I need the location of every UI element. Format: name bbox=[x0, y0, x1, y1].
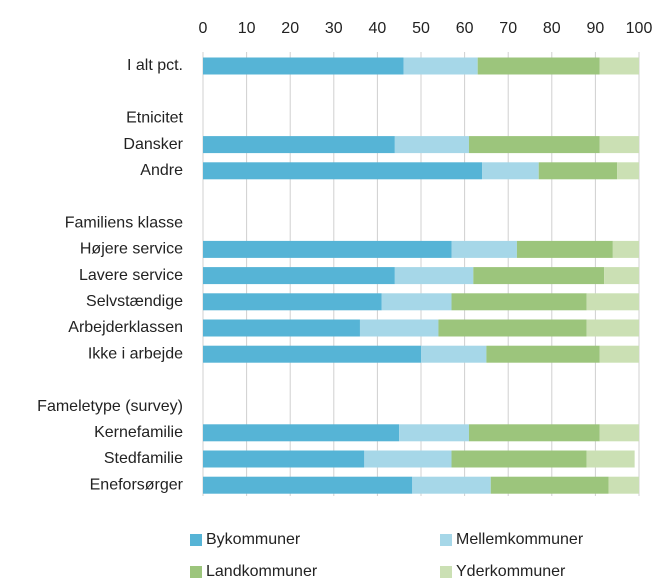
bar-segment bbox=[608, 476, 639, 494]
x-tick-label: 40 bbox=[369, 20, 387, 37]
bar-segment bbox=[203, 240, 452, 258]
y-tick-label: Arbejderklassen bbox=[68, 319, 183, 336]
bar-segment bbox=[399, 424, 469, 442]
y-tick-label: Stedfamilie bbox=[104, 450, 183, 467]
bar-segment bbox=[468, 424, 600, 442]
bar-segment bbox=[403, 57, 478, 75]
y-tick-label: Ikke i arbejde bbox=[88, 345, 183, 362]
y-tick-label: Selvstændige bbox=[86, 293, 183, 310]
bar-segment bbox=[586, 319, 639, 337]
bar-segment bbox=[486, 345, 600, 363]
bar-segment bbox=[203, 424, 400, 442]
y-tick-label: Eneforsørger bbox=[90, 476, 184, 493]
bar-segment bbox=[617, 162, 639, 180]
bar-segment bbox=[203, 476, 413, 494]
bar-segment bbox=[604, 267, 639, 285]
x-tick-label: 20 bbox=[281, 20, 299, 37]
y-tick-label: Fameletype (survey) bbox=[37, 398, 183, 415]
bar-segment bbox=[599, 57, 639, 75]
legend-label: Bykommuner bbox=[206, 531, 301, 548]
bar-segment bbox=[359, 319, 439, 337]
bar-segment bbox=[203, 162, 483, 180]
legend-swatch bbox=[440, 566, 452, 578]
bar-segment bbox=[203, 267, 395, 285]
bar-segment bbox=[451, 293, 587, 311]
y-tick-label: Dansker bbox=[123, 136, 183, 153]
x-tick-label: 70 bbox=[499, 20, 517, 37]
bar-segment bbox=[412, 476, 491, 494]
bar-segment bbox=[468, 136, 600, 154]
bar-segment bbox=[394, 136, 469, 154]
y-tick-label: Højere service bbox=[80, 241, 183, 258]
y-tick-label: I alt pct. bbox=[127, 57, 183, 74]
legend-label: Mellemkommuner bbox=[456, 531, 584, 548]
legend-label: Landkommuner bbox=[206, 563, 318, 580]
x-tick-label: 100 bbox=[626, 20, 653, 37]
x-tick-label: 10 bbox=[238, 20, 256, 37]
bar-segment bbox=[203, 345, 421, 363]
y-tick-label: Andre bbox=[140, 162, 183, 179]
bar-segment bbox=[438, 319, 587, 337]
legend-swatch bbox=[440, 534, 452, 546]
x-tick-label: 30 bbox=[325, 20, 343, 37]
bar-segment bbox=[599, 424, 639, 442]
bar-segment bbox=[203, 319, 360, 337]
bar-segment bbox=[599, 136, 639, 154]
bar-segment bbox=[482, 162, 539, 180]
bar-segment bbox=[516, 240, 613, 258]
bar-segment bbox=[586, 450, 635, 468]
x-tick-label: 80 bbox=[543, 20, 561, 37]
y-tick-label: Etnicitet bbox=[126, 110, 183, 127]
bar-segment bbox=[203, 136, 395, 154]
bar-segment bbox=[364, 450, 452, 468]
legend-swatch bbox=[190, 566, 202, 578]
bar-segment bbox=[599, 345, 639, 363]
y-tick-label: Lavere service bbox=[79, 267, 183, 284]
x-tick-label: 50 bbox=[412, 20, 430, 37]
legend-swatch bbox=[190, 534, 202, 546]
bar-segment bbox=[612, 240, 639, 258]
bar-segment bbox=[451, 450, 587, 468]
legend-label: Yderkommuner bbox=[456, 563, 566, 580]
bar-segment bbox=[381, 293, 452, 311]
bar-segment bbox=[203, 293, 382, 311]
bar-segment bbox=[586, 293, 639, 311]
y-tick-label: Familiens klasse bbox=[65, 214, 183, 231]
bar-segment bbox=[538, 162, 618, 180]
bar-segment bbox=[473, 267, 605, 285]
bar-segment bbox=[490, 476, 609, 494]
bar-segment bbox=[421, 345, 487, 363]
bar-segment bbox=[451, 240, 517, 258]
x-tick-label: 0 bbox=[199, 20, 208, 37]
y-tick-label: Kernefamilie bbox=[94, 424, 183, 441]
bar-segment bbox=[477, 57, 600, 75]
x-tick-label: 90 bbox=[587, 20, 605, 37]
bar-segment bbox=[203, 450, 365, 468]
bar-segment bbox=[203, 57, 404, 75]
bar-segment bbox=[394, 267, 474, 285]
x-tick-label: 60 bbox=[456, 20, 474, 37]
